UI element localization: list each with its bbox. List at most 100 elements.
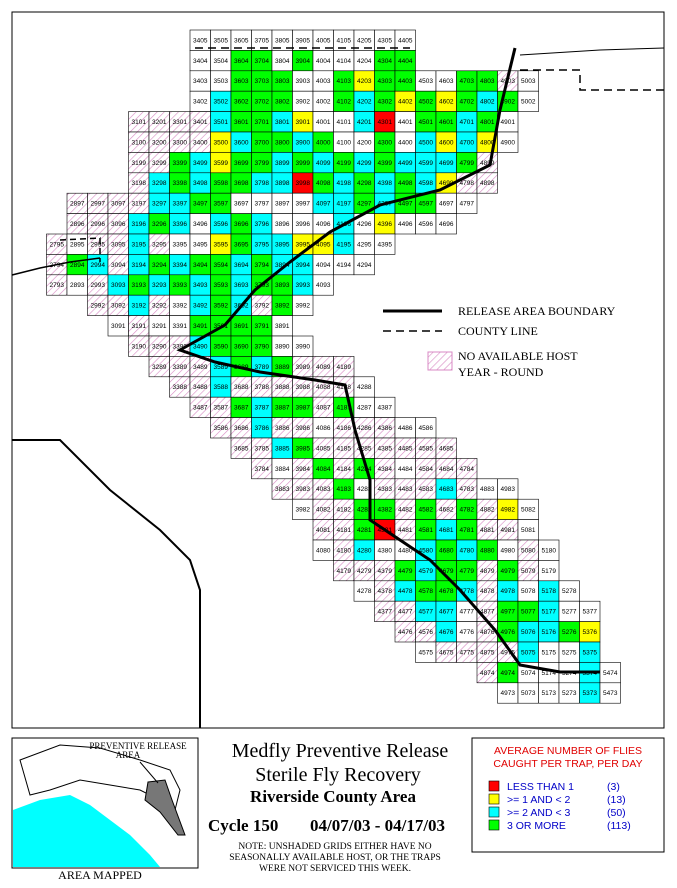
county-edge	[11, 257, 101, 276]
cell-label: 3191	[132, 323, 147, 330]
cell-label: 4005	[316, 37, 331, 44]
cell-label: 3398	[173, 180, 188, 187]
cell-label: 2997	[91, 201, 106, 208]
cell-label: 3497	[193, 201, 208, 208]
note: NOTE: UNSHADED GRIDS EITHER HAVE NO	[238, 842, 431, 852]
cell-label: 3195	[132, 241, 147, 248]
cell-label: 3388	[173, 384, 188, 391]
cell-label: 3487	[193, 405, 208, 412]
cell-label: 4395	[378, 241, 393, 248]
cell-label: 4198	[337, 180, 352, 187]
cell-label: 3693	[234, 282, 249, 289]
cell-label: 3595	[214, 241, 229, 248]
inset-area	[144, 779, 186, 836]
cell-label: 5180	[542, 547, 557, 554]
cell-label: 3989	[296, 364, 311, 371]
cell-label: 4898	[480, 180, 495, 187]
cell-label: 4195	[337, 241, 352, 248]
cell-label: 3896	[275, 221, 290, 228]
cell-label: 3100	[132, 139, 147, 146]
cell-label: 3702	[255, 99, 270, 106]
cell-label: 4183	[337, 486, 352, 493]
legend-swatch	[488, 819, 500, 831]
cell-label: 4298	[357, 180, 372, 187]
cell-label: 3489	[193, 364, 208, 371]
cell-label: 3600	[234, 139, 249, 146]
cell-label: 3984	[296, 466, 311, 473]
cell-label: 4403	[398, 78, 413, 85]
cell-label: 4575	[419, 649, 434, 656]
cell-label: 4681	[439, 527, 454, 534]
cell-label: 3795	[255, 241, 270, 248]
cell-label: 3888	[275, 384, 290, 391]
cell-label: 4087	[316, 405, 331, 412]
cell-label: 4901	[501, 119, 516, 126]
cell-label: 3994	[296, 262, 311, 269]
cell-label: 4684	[439, 466, 454, 473]
cell-label: 4701	[460, 119, 475, 126]
cell-label: 3295	[152, 241, 167, 248]
cell-label: 3504	[214, 58, 229, 65]
ocean	[13, 795, 160, 867]
cell-label: 4080	[316, 547, 331, 554]
cell-label: 4798	[460, 180, 475, 187]
cell-label: 4384	[378, 466, 393, 473]
cell-label: 4282	[357, 507, 372, 514]
cell-label: 4501	[419, 119, 434, 126]
grid-cell	[456, 192, 478, 214]
legend-count: (13)	[607, 794, 626, 806]
cell-label: 3589	[214, 364, 229, 371]
cell-label: 3190	[132, 343, 147, 350]
cell-label: 4983	[501, 486, 516, 493]
note: SEASONALLY AVAILABLE HOST, OR THE TRAPS	[229, 853, 441, 863]
cell-label: 3804	[275, 58, 290, 65]
cell-label: 3605	[234, 37, 249, 44]
cell-label: 4479	[398, 568, 413, 575]
cell-label: 3193	[132, 282, 147, 289]
cell-label: 5082	[521, 507, 536, 514]
cell-label: 3890	[275, 343, 290, 350]
cell-label: 3599	[214, 160, 229, 167]
cell-label: 4377	[378, 609, 393, 616]
cell-label: 3798	[255, 180, 270, 187]
cell-label: 4194	[337, 262, 352, 269]
cell-label: 3095	[111, 241, 126, 248]
cell-label: 5277	[562, 609, 577, 616]
cell-label: 3291	[152, 323, 167, 330]
cell-label: 3687	[234, 405, 249, 412]
cell-label: 4378	[378, 588, 393, 595]
cell-label: 5275	[562, 649, 577, 656]
grid-cell	[374, 233, 396, 255]
cell-label: 3192	[132, 303, 147, 310]
cell-label: 2993	[91, 282, 106, 289]
cell-label: 3500	[214, 139, 229, 146]
legend-items: LESS THAN 1 (3) >= 1 AND < 2 (13) >= 2 AND <…	[488, 780, 631, 832]
cell-label: 4982	[501, 507, 516, 514]
cell-label: 4979	[501, 568, 516, 575]
cell-label: 4288	[357, 384, 372, 391]
cell-label: 4976	[501, 629, 516, 636]
cell-label: 4578	[419, 588, 434, 595]
cell-label: 5075	[521, 649, 536, 656]
cell-label: 3986	[296, 425, 311, 432]
cell-label: 4287	[357, 405, 372, 412]
cell-label: 4496	[398, 221, 413, 228]
cell-label: 3397	[173, 201, 188, 208]
cell-label: 3985	[296, 445, 311, 452]
county-line	[59, 237, 101, 262]
legend-count: (3)	[607, 781, 620, 793]
cell-label: 4981	[501, 527, 516, 534]
cell-label: 5278	[562, 588, 577, 595]
cell-label: 4204	[357, 58, 372, 65]
grid: 3405 3505 3605 3705 3805 3905 4005 4105 4205 4305…	[46, 29, 621, 704]
map-legend: RELEASE AREA BOUNDARY COUNTY LINE NO AVA…	[383, 304, 616, 379]
legend-label: 3 OR MORE	[507, 820, 566, 832]
cell-label: 4302	[378, 99, 393, 106]
cell-label: 3999	[296, 160, 311, 167]
cell-label: 3987	[296, 405, 311, 412]
cell-label: 4380	[378, 547, 393, 554]
cell-label: 3494	[193, 262, 208, 269]
cell-label: 3201	[152, 119, 167, 126]
cell-label: 4580	[419, 547, 434, 554]
cell-label: 4980	[501, 547, 516, 554]
